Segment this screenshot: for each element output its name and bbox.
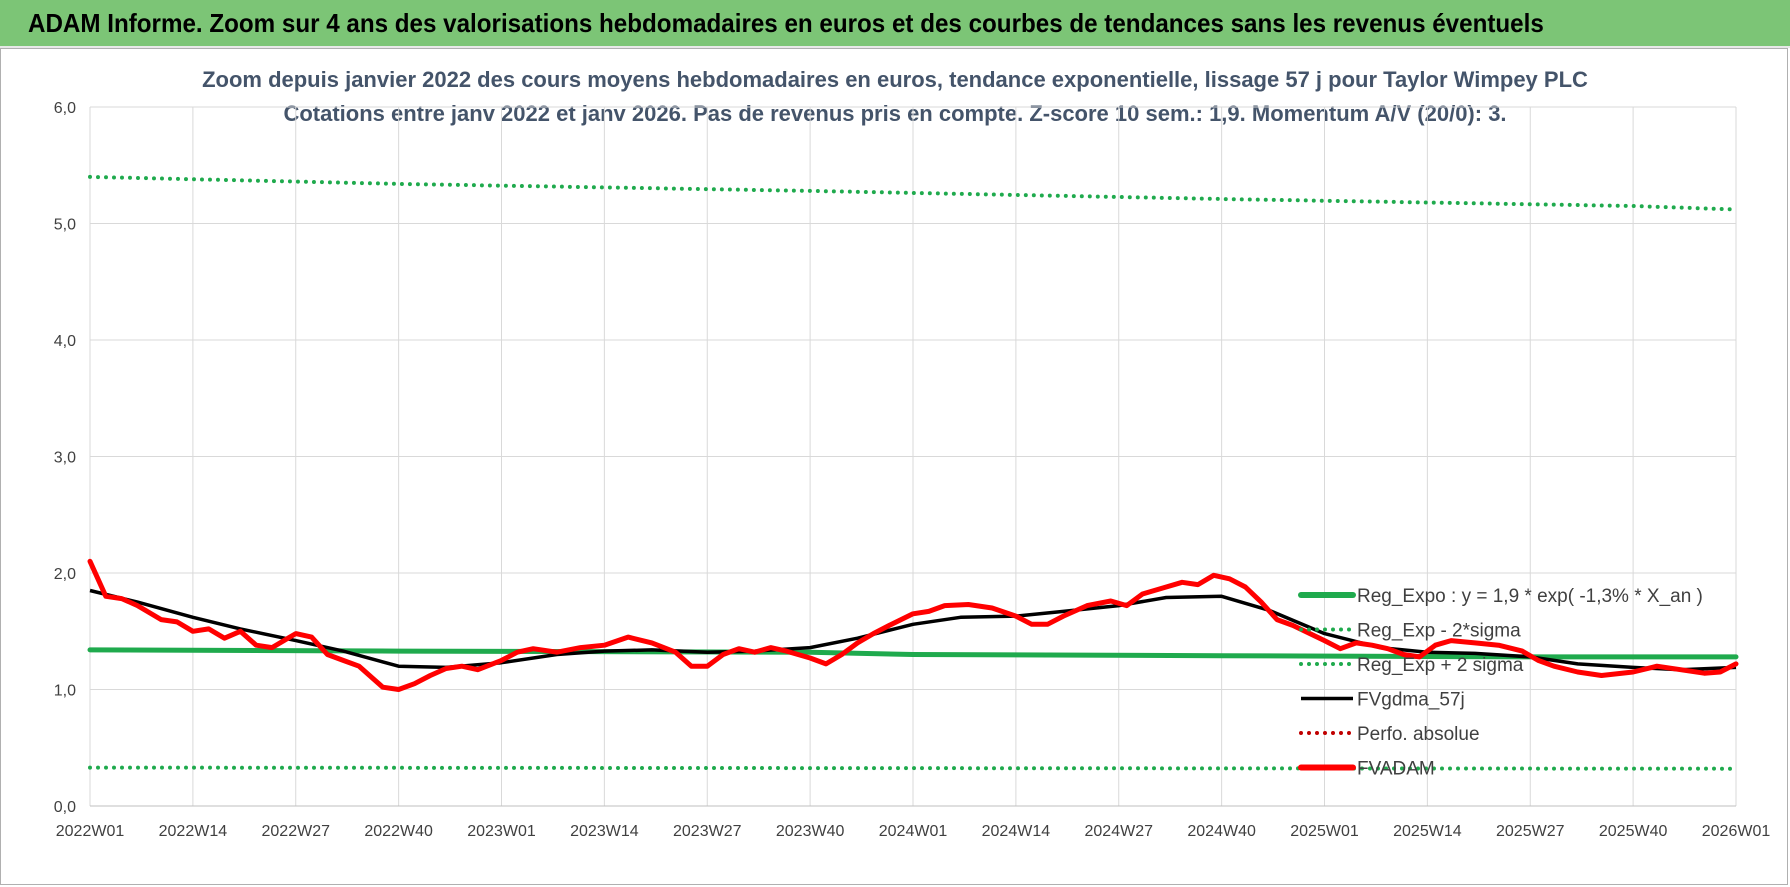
chart-svg: Zoom depuis janvier 2022 des cours moyen… — [54, 67, 1771, 840]
x-tick-label: 2025W27 — [1496, 823, 1565, 840]
x-tick-label: 2022W27 — [262, 823, 331, 840]
x-tick-label: 2025W01 — [1290, 823, 1359, 840]
x-tick-label: 2026W01 — [1702, 823, 1771, 840]
lower-band-line — [88, 765, 1738, 771]
x-tick-label: 2024W14 — [982, 823, 1051, 840]
x-tick-label: 2022W40 — [364, 823, 433, 840]
legend-label: Reg_Exp - 2*sigma — [1357, 621, 1521, 642]
y-tick-label: 2,0 — [54, 566, 76, 583]
chart-title-line1: Zoom depuis janvier 2022 des cours moyen… — [202, 67, 1588, 92]
x-tick-label: 2023W40 — [776, 823, 845, 840]
x-tick-label: 2022W01 — [56, 823, 125, 840]
x-tick-label: 2025W40 — [1599, 823, 1668, 840]
x-tick-label: 2024W40 — [1187, 823, 1256, 840]
y-tick-label: 0,0 — [54, 799, 76, 816]
x-tick-label: 2023W27 — [673, 823, 742, 840]
legend-label: Reg_Expo : y = 1,9 * exp( -1,3% * X_an ) — [1357, 586, 1703, 607]
y-tick-label: 3,0 — [54, 450, 76, 467]
banner-title: ADAM Informe. Zoom sur 4 ans des valoris… — [28, 8, 1544, 38]
x-tick-label: 2024W01 — [879, 823, 948, 840]
legend-label: Perfo. absolue — [1357, 724, 1480, 745]
x-tick-label: 2022W14 — [159, 823, 228, 840]
chart-title-line2: Cotations entre janv 2022 et janv 2026. … — [283, 101, 1506, 126]
upper-band-line — [88, 174, 1738, 212]
smoothed-line — [89, 588, 1737, 672]
y-tick-label: 6,0 — [54, 100, 76, 117]
legend-label: Reg_Exp + 2 sigma — [1357, 655, 1524, 676]
legend-label: FVgdma_57j — [1357, 690, 1465, 711]
y-tick-label: 5,0 — [54, 217, 76, 234]
x-tick-label: 2025W14 — [1393, 823, 1462, 840]
chart-frame: Zoom depuis janvier 2022 des cours moyen… — [0, 48, 1788, 885]
x-tick-label: 2024W27 — [1085, 823, 1154, 840]
x-tick-label: 2023W14 — [570, 823, 639, 840]
y-tick-label: 1,0 — [54, 683, 76, 700]
y-tick-label: 4,0 — [54, 333, 76, 350]
banner: ADAM Informe. Zoom sur 4 ans des valoris… — [0, 0, 1790, 48]
legend-label: FVADAM — [1357, 759, 1435, 780]
price-line — [87, 558, 1739, 692]
x-tick-label: 2023W01 — [467, 823, 536, 840]
